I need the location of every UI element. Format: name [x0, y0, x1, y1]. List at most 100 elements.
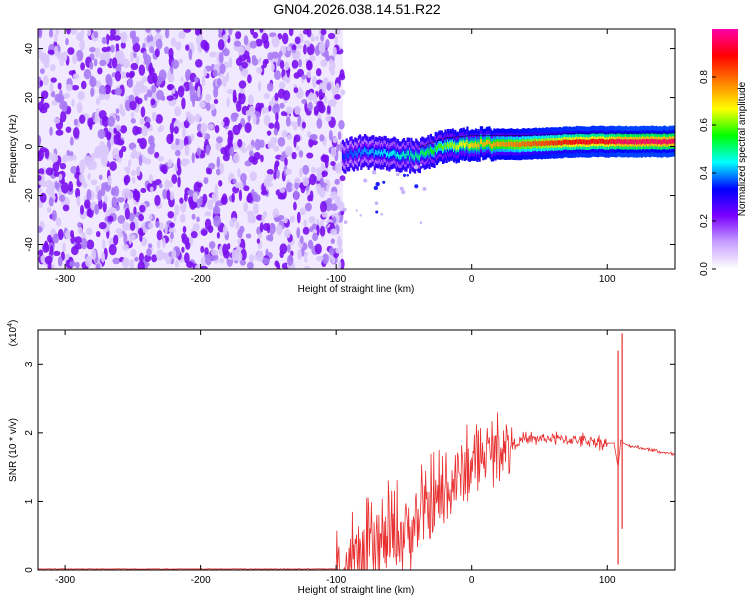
noise-blob — [83, 155, 92, 165]
noise-blob — [115, 43, 120, 50]
noise-blob — [86, 189, 92, 201]
ridge-cell — [483, 141, 486, 147]
ridge-cell — [657, 139, 661, 145]
noise-blob — [231, 217, 238, 223]
noise-blob — [205, 102, 211, 112]
ridge-cell — [423, 151, 426, 157]
noise-blob — [285, 182, 294, 193]
ridge-cell — [515, 142, 518, 148]
noise-blob — [115, 29, 120, 34]
ridge-cell — [543, 141, 546, 146]
noise-blob — [90, 179, 98, 186]
spectrogram-x-tick-label: -300 — [55, 274, 75, 285]
ridge-cell — [460, 141, 463, 146]
noise-blob — [325, 38, 330, 49]
noise-blob — [175, 138, 180, 146]
noise-blob — [259, 222, 264, 233]
noise-blob — [39, 80, 44, 87]
noise-blob — [86, 239, 95, 250]
noise-blob — [291, 183, 295, 191]
noise-blob — [321, 170, 328, 177]
noise-blob — [220, 195, 228, 205]
ridge-cell — [496, 141, 500, 147]
ridge-cell — [402, 151, 406, 156]
noise-blob — [132, 42, 141, 53]
noise-blob — [154, 48, 160, 58]
noise-blob — [327, 254, 334, 260]
noise-blob — [169, 222, 175, 228]
colorbar-tick-label: 0.8 — [699, 70, 710, 84]
noise-blob — [284, 229, 291, 239]
snr-y-ticks: 0 1 2 3 — [24, 361, 675, 573]
noise-blob — [284, 157, 288, 167]
ridge-cell — [445, 145, 448, 150]
noise-blob — [237, 138, 243, 148]
noise-blob — [302, 164, 310, 175]
ridge-cell — [594, 139, 597, 144]
ridge-cell — [648, 139, 651, 144]
ridge-cell — [366, 149, 369, 155]
noise-blob — [243, 35, 249, 46]
ridge-cell — [384, 149, 387, 155]
ridge-cell — [413, 155, 417, 161]
noise-blob — [169, 122, 175, 134]
noise-blob — [271, 63, 275, 72]
noise-blob — [266, 130, 272, 136]
ridge-cell — [481, 139, 484, 145]
noise-blob — [316, 118, 323, 129]
ridge-cell — [579, 139, 583, 144]
snr-panel: -300 -200 -100 0 100 0 1 2 3 Height of straight… — [7, 320, 676, 596]
noise-blob — [177, 176, 181, 188]
noise-blob — [75, 49, 84, 62]
noise-blob — [71, 98, 75, 108]
ridge-cell — [385, 152, 389, 158]
noise-blob — [128, 212, 135, 222]
noise-blob — [232, 89, 237, 102]
noise-blob — [81, 232, 86, 240]
noise-blob — [105, 33, 110, 45]
ridge-cell — [476, 144, 479, 149]
noise-blob — [58, 194, 66, 202]
noise-blob — [135, 126, 143, 135]
noise-blob — [164, 29, 170, 39]
noise-blob — [62, 204, 70, 212]
ridge-cell — [599, 138, 602, 144]
noise-blob — [79, 204, 85, 215]
ridge-cell — [622, 139, 625, 145]
ridge-cell — [554, 140, 557, 146]
noise-blob — [222, 116, 230, 127]
ridge-cell — [673, 138, 675, 144]
noise-blob — [320, 34, 325, 42]
noise-blob — [116, 114, 120, 122]
noise-blob — [128, 94, 135, 102]
noise-blob — [80, 62, 85, 71]
noise-blob — [38, 249, 44, 256]
ridge-cell — [578, 139, 581, 145]
ridge-cell — [440, 143, 443, 149]
noise-blob — [293, 201, 297, 211]
spectrogram-x-tick-label: -100 — [326, 274, 346, 285]
ridge-cell — [456, 144, 459, 150]
noise-blob — [48, 29, 54, 38]
noise-blob — [243, 185, 250, 192]
noise-blob — [332, 46, 337, 57]
noise-blob — [42, 242, 50, 253]
ridge-cell — [348, 153, 351, 159]
ridge-cell — [416, 153, 419, 159]
noise-blob — [79, 114, 86, 124]
ridge-cell — [485, 139, 489, 145]
noise-blob — [111, 57, 118, 69]
noise-blob — [237, 122, 242, 130]
ridge-cell — [501, 141, 504, 147]
noise-blob — [70, 136, 74, 146]
noise-blob — [94, 47, 101, 58]
noise-blob — [115, 204, 120, 212]
noise-blob — [200, 256, 207, 268]
noise-blob — [38, 174, 42, 182]
ridge-cell — [355, 151, 358, 156]
noise-blob — [106, 131, 111, 141]
noise-blob — [62, 51, 68, 62]
noise-blob — [135, 55, 140, 65]
noise-blob — [306, 60, 312, 70]
